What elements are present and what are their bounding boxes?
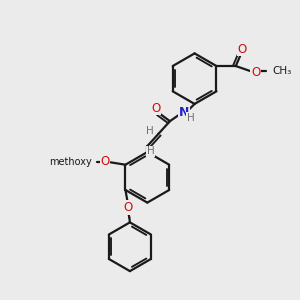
Text: CH₃: CH₃ [272, 66, 291, 76]
Text: O: O [151, 102, 160, 115]
Text: N: N [179, 106, 189, 119]
Text: O: O [237, 43, 247, 56]
Text: O: O [124, 201, 133, 214]
Text: O: O [251, 66, 260, 79]
Text: H: H [146, 126, 154, 136]
Text: methoxy: methoxy [49, 157, 92, 167]
Text: H: H [147, 146, 155, 156]
Text: O: O [100, 155, 110, 168]
Text: H: H [187, 113, 195, 123]
